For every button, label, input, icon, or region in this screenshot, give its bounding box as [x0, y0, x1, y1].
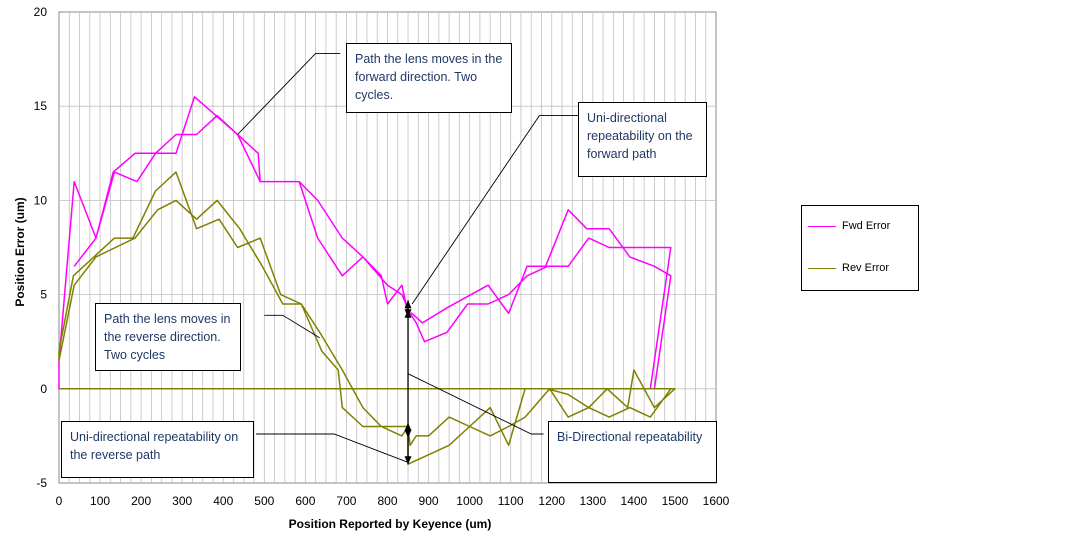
x-tick-label: 300 [172, 494, 192, 508]
legend-item-rev: Rev Error [808, 262, 889, 274]
annotation-forward-repeatability: Uni-directional repeatability on the for… [578, 102, 707, 177]
annotation-reverse-path: Path the lens moves in the reverse direc… [95, 303, 241, 371]
x-tick-label: 100 [90, 494, 110, 508]
x-tick-labels: 0 100 200 300 400 500 600 700 800 900 1000 1100 1200… [56, 494, 730, 508]
legend-swatch-rev [808, 267, 836, 269]
x-tick-label: 1200 [538, 494, 565, 508]
series-lines [58, 96, 676, 465]
leader-line [407, 373, 544, 435]
x-tick-label: 800 [377, 494, 397, 508]
series-line-fwd [58, 96, 672, 390]
y-axis-title: Position Error (um) [13, 197, 27, 306]
legend: Fwd Error Rev Error [801, 205, 919, 291]
x-tick-label: 900 [419, 494, 439, 508]
arrowhead [404, 429, 412, 438]
annotation-reverse-repeatability: Uni-directional repeatability on the rev… [61, 421, 254, 478]
x-tick-label: 200 [131, 494, 151, 508]
x-tick-label: 700 [336, 494, 356, 508]
y-tick-labels: -5 0 5 10 15 20 [34, 5, 48, 490]
arrowhead [404, 309, 412, 318]
leader-line [411, 115, 585, 305]
arrowhead [404, 300, 412, 309]
y-tick-label: 15 [34, 99, 48, 113]
y-tick-label: 5 [40, 288, 47, 302]
x-tick-label: 1500 [662, 494, 689, 508]
x-tick-label: 1000 [456, 494, 483, 508]
leader-line [256, 433, 409, 463]
x-tick-label: 1100 [498, 494, 524, 508]
legend-item-fwd: Fwd Error [808, 220, 890, 232]
series-line-rev [58, 171, 676, 465]
x-tick-label: 1600 [703, 494, 730, 508]
leader-line [237, 52, 341, 135]
x-tick-label: 1300 [579, 494, 606, 508]
y-tick-label: 10 [34, 193, 48, 207]
annotation-forward-path: Path the lens moves in the forward direc… [346, 43, 512, 113]
x-tick-label: 600 [295, 494, 315, 508]
leader-line [264, 314, 320, 339]
y-tick-label: 0 [40, 382, 47, 396]
y-tick-label: 20 [34, 5, 48, 19]
arrowhead [404, 422, 412, 431]
x-tick-label: 0 [56, 494, 63, 508]
annotation-arrows [237, 52, 585, 465]
legend-label-fwd: Fwd Error [842, 220, 891, 232]
legend-label-rev: Rev Error [842, 262, 890, 274]
arrowhead [404, 456, 412, 465]
grid [59, 12, 716, 483]
annotation-bidirectional-repeatability: Bi-Directional repeatability [548, 421, 717, 483]
x-tick-label: 500 [254, 494, 274, 508]
x-tick-label: 1400 [621, 494, 648, 508]
y-tick-label: -5 [36, 476, 47, 490]
legend-swatch-fwd [808, 225, 836, 227]
x-axis-title: Position Reported by Keyence (um) [289, 517, 492, 531]
x-tick-label: 400 [213, 494, 233, 508]
